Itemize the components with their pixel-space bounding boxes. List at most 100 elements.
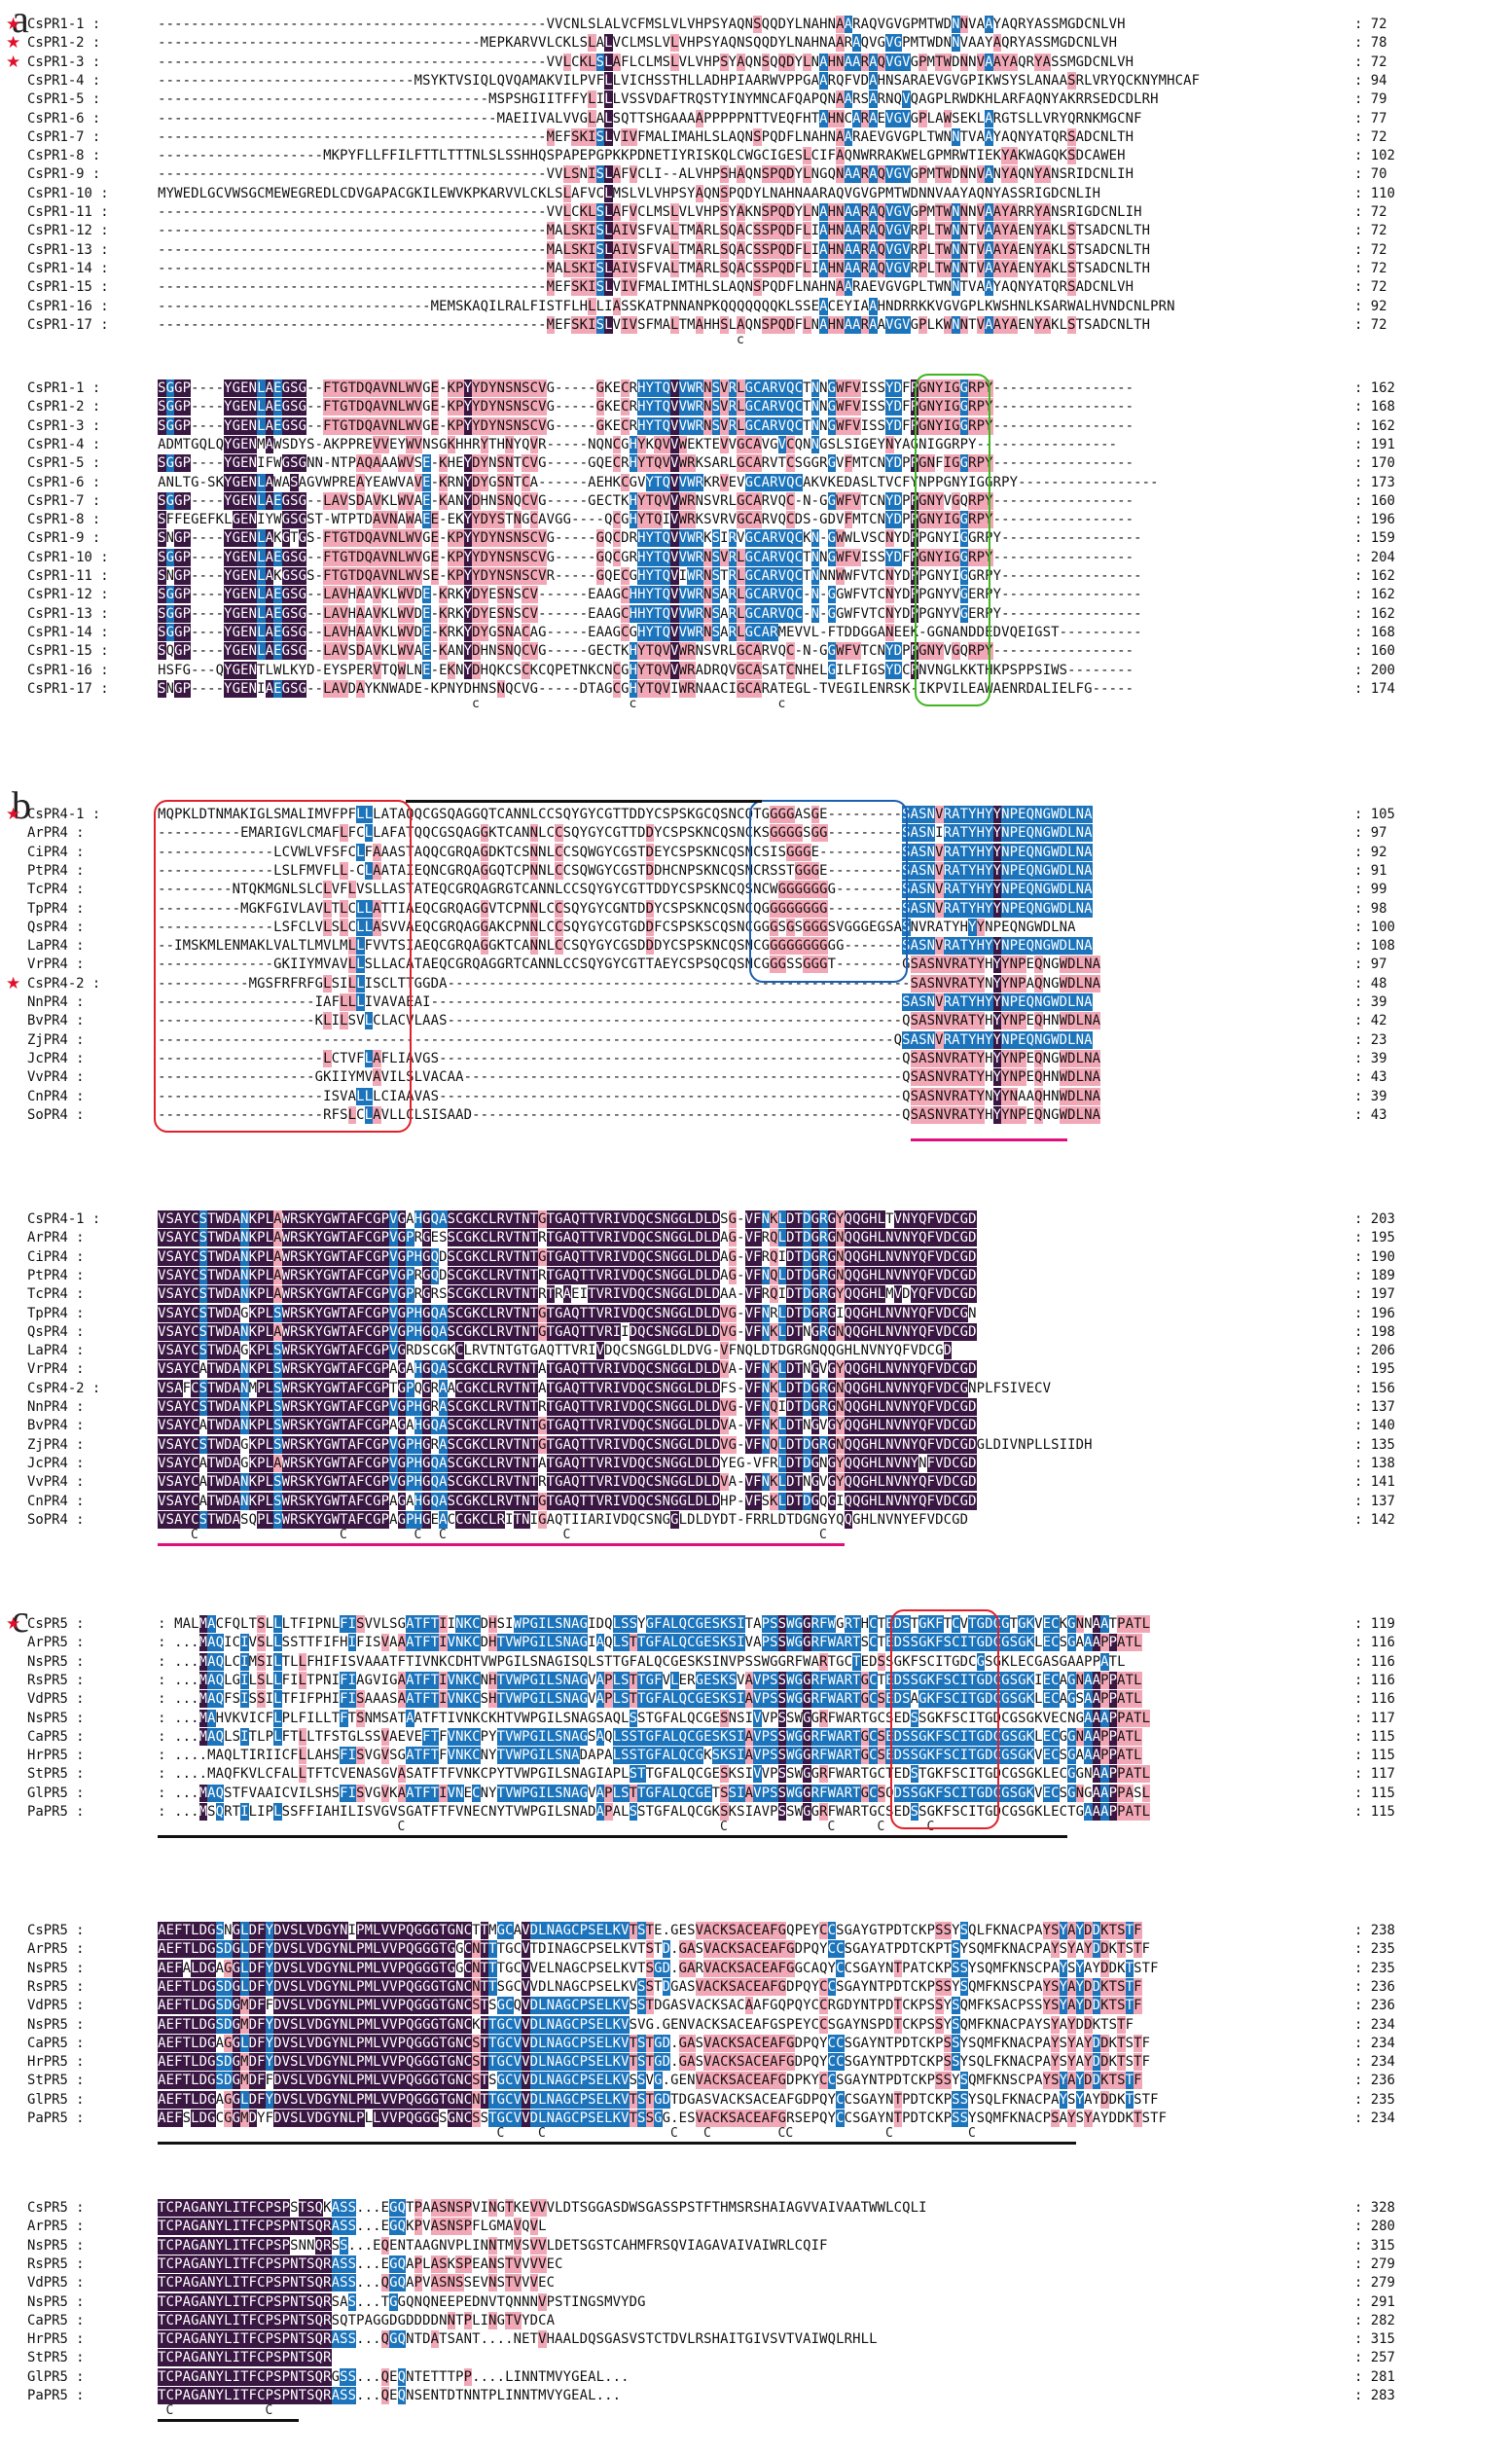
sequence-name: CsPR1-4 :: [27, 436, 101, 452]
alignment-row: CnPR4 : --------------------ISVALLLCIAAVA…: [0, 1087, 1512, 1105]
alignment-row: QsPR4 : VSAYCSTWDANKPLAWRSKYGWTAFCGPVGPHG…: [0, 1322, 1512, 1341]
sequence-name: CnPR4 :: [27, 1493, 85, 1509]
alignment-row: CsPR1-5 : -------------------------------…: [0, 90, 1512, 109]
alignment-row: CsPR1-12 : SGGP----YGENLAEGSG--LAVHAAVKLW…: [0, 586, 1512, 604]
residue-count: : 234: [1354, 2111, 1395, 2126]
cysteine-marker: C: [827, 1820, 836, 1835]
sequence-name: CsPR1-16 :: [27, 662, 109, 678]
motif-box: [889, 1609, 999, 1830]
sequence-residues: MYWEDLGCVWSGCMEWEGREDLCDVGAPACGKILEWVKPK…: [158, 184, 1100, 202]
residue-count: : 195: [1354, 1361, 1395, 1378]
residue-count: : 196: [1354, 512, 1395, 528]
alignment-row: NsPR5 : TCPAGANYLITFCPSPNTSQRSAS...TGGQNQ…: [0, 2292, 1512, 2311]
alignment-row: GlPR5 : TCPAGANYLITFCPSPNTSQRGSS...QEQNTE…: [0, 2367, 1512, 2386]
sequence-residues: ----------------------------------------…: [158, 1030, 1093, 1049]
alignment-row: ArPR5 :: ...MAQICIVSLLSSTTFIFHIFISVAAATF…: [0, 1634, 1512, 1652]
alignment-row: CsPR1-11 : ------------------------------…: [0, 203, 1512, 221]
sequence-name: CsPR1-16 :: [27, 298, 109, 314]
sequence-residues: --------------------RFSLCLAVLLCLSISAAD--…: [158, 1105, 1100, 1124]
alignment-row: CsPR4-1 : VSAYCSTWDANKPLAWRSKYGWTAFCGPVGA…: [0, 1210, 1512, 1228]
sequence-name: RsPR5 :: [27, 1672, 85, 1688]
sequence-residues: ----------------------------------------…: [158, 222, 1150, 240]
alignment-row: HrPR5 : AEFTLDGSDGMDFYDVSLVDGYNLPMLVVPQGG…: [0, 2053, 1512, 2072]
residue-count: : 204: [1354, 549, 1395, 565]
alignment-row: CsPR1-9 : -------------------------------…: [0, 165, 1512, 184]
sequence-name: NsPR5 :: [27, 1960, 85, 1976]
sequence-residues: AEFTLDGSDGLDFYDVSLVDGYNLPMLVVPQGGGTGGCNT…: [158, 1940, 1150, 1959]
sequence-name: CaPR5 :: [27, 2312, 85, 2328]
sequence-name: VvPR4 :: [27, 1069, 85, 1086]
alignment-row: CsPR1-6 : -------------------------------…: [0, 109, 1512, 127]
sequence-name: LaPR4 :: [27, 1343, 85, 1359]
sequence-name: VdPR5 :: [27, 2275, 85, 2292]
sequence-name: CsPR1-1 :: [27, 17, 101, 32]
alignment-row: CsPR5 : TCPAGANYLITFCPSPSTSQKASS...EGQTPA…: [0, 2199, 1512, 2217]
alignment-row: TcPR4 : ---------NTQKMGNLSLCLVFLVSLLASTAT…: [0, 881, 1512, 899]
sequence-residues: ----------------------------------------…: [158, 315, 1150, 334]
cysteine-marker: C: [439, 1528, 447, 1543]
cysteine-marker: C: [496, 2126, 505, 2142]
residue-count: : 79: [1354, 91, 1387, 108]
sequence-name: CsPR1-8 :: [27, 512, 101, 528]
sequence-name: CsPR1-12 :: [27, 587, 109, 603]
sequence-residues: : ...MAQLCIMSILTLLFHIFISVAAATFTIVNKCDHTV…: [158, 1652, 1126, 1671]
sequence-residues: TCPAGANYLITFCPSPNTSQRGSS...QEQNTETTTPP..…: [158, 2367, 630, 2386]
alignment-row: CsPR1-14 : SGGP----YGENLAEGSG--LAVHAAVKLW…: [0, 623, 1512, 641]
residue-count: : 234: [1354, 2054, 1395, 2071]
sequence-name: ArPR5 :: [27, 2219, 85, 2235]
sequence-residues: TCPAGANYLITFCPSPNTSQRASS...QGQNTDATSANT.…: [158, 2330, 878, 2349]
alignment-row: TpPR4 : VSAYCSTWDAGKPLSWRSKYGWTAFCGPVGPHG…: [0, 1304, 1512, 1322]
residue-count: : 203: [1354, 1211, 1395, 1227]
alignment-row: HrPR5 : TCPAGANYLITFCPSPNTSQRASS...QGQNTD…: [0, 2330, 1512, 2349]
residue-count: : 156: [1354, 1380, 1395, 1396]
residue-count: : 116: [1354, 1672, 1395, 1688]
cysteine-marker: c: [737, 333, 744, 348]
sequence-residues: -------------------GKIIYMVAVILSLVACAA---…: [158, 1068, 1100, 1087]
sequence-name: CsPR1-14 :: [27, 624, 109, 640]
sequence-name: ZjPR4 :: [27, 1031, 85, 1048]
residue-count: : 72: [1354, 223, 1387, 239]
sequence-name: VvPR4 :: [27, 1474, 85, 1491]
sequence-name: StPR5 :: [27, 1766, 85, 1783]
sequence-name: CsPR1-3 :: [27, 54, 101, 70]
cysteine-marker: C: [165, 2403, 174, 2419]
residue-count: : 234: [1354, 2035, 1395, 2051]
sequence-name: CsPR1-9 :: [27, 530, 101, 547]
alignment-row: CsPR1-14 : ------------------------------…: [0, 259, 1512, 277]
sequence-residues: -------------------KLILSVLCLACVLAAS-----…: [158, 1012, 1100, 1030]
sequence-residues: ADMTGQLQYGENMAWSDYS-AKPPREVVEYWVNSGKHHRY…: [158, 435, 1117, 453]
sequence-residues: : ....MAQLTIRIICFLLAHSFISVGVSGATFTFVNKCN…: [158, 1747, 1142, 1765]
sequence-name: RsPR5 :: [27, 2256, 85, 2272]
sequence-name: TcPR4 :: [27, 1286, 85, 1303]
sequence-residues: : MALMACFQLTSLLLTFIPNLFISVVLSGATFTIINKCD…: [158, 1615, 1150, 1633]
sequence-residues: ----------------------------------------…: [158, 127, 1134, 146]
sequence-name: SoPR4 :: [27, 1511, 85, 1528]
sequence-name: VrPR4 :: [27, 1361, 85, 1378]
alignment-row: VrPR4 : VSAYCATWDANKPLSWRSKYGWTAFCGPAGAHG…: [0, 1360, 1512, 1379]
residue-count: : 39: [1354, 1088, 1387, 1104]
residue-count: : 206: [1354, 1343, 1395, 1359]
residue-count: : 173: [1354, 474, 1395, 490]
sequence-name: GlPR5 :: [27, 2091, 85, 2108]
alignment-row: BvPR4 : VSAYCATWDANKPLSWRSKYGWTAFCGPAGAHG…: [0, 1417, 1512, 1435]
sequence-name: CsPR1-3 :: [27, 417, 101, 434]
sequence-name: CsPR1-8 :: [27, 148, 101, 164]
sequence-residues: AEFSLDGCGGMDYFDVSLVDGYNLPLLVVPQGGGSGNCSS…: [158, 2110, 1167, 2127]
residue-count: : 168: [1354, 399, 1395, 415]
sequence-name: RsPR5 :: [27, 1978, 85, 1995]
sequence-name: CsPR1-7 :: [27, 492, 101, 509]
residue-count: : 116: [1354, 1691, 1395, 1708]
alignment-row: CaPR5 : TCPAGANYLITFCPSPNTSQRSQTPAGGDGDDD…: [0, 2311, 1512, 2329]
panel-label: a: [12, 0, 29, 41]
residue-count: : 257: [1354, 2350, 1395, 2366]
alignment-row: ZjPR4 : ---------------------------------…: [0, 1030, 1512, 1049]
alignment-row: CaPR5 :: ...MAQLSITLPLFTLLTFSTGLSSVAEVEF…: [0, 1727, 1512, 1746]
sequence-name: CsPR5 :: [27, 2200, 85, 2216]
sequence-name: CsPR1-2 :: [27, 35, 101, 52]
alignment-row: CsPR1-1 : -------------------------------…: [0, 16, 1512, 33]
sequence-name: ArPR4 :: [27, 825, 85, 842]
residue-count: : 281: [1354, 2368, 1395, 2385]
residue-count: : 283: [1354, 2388, 1395, 2403]
sequence-name: TpPR4 :: [27, 900, 85, 917]
sequence-residues: : ....MAQFKVLCFALLTFTCVENASGVASATFTFVNKC…: [158, 1765, 1150, 1784]
